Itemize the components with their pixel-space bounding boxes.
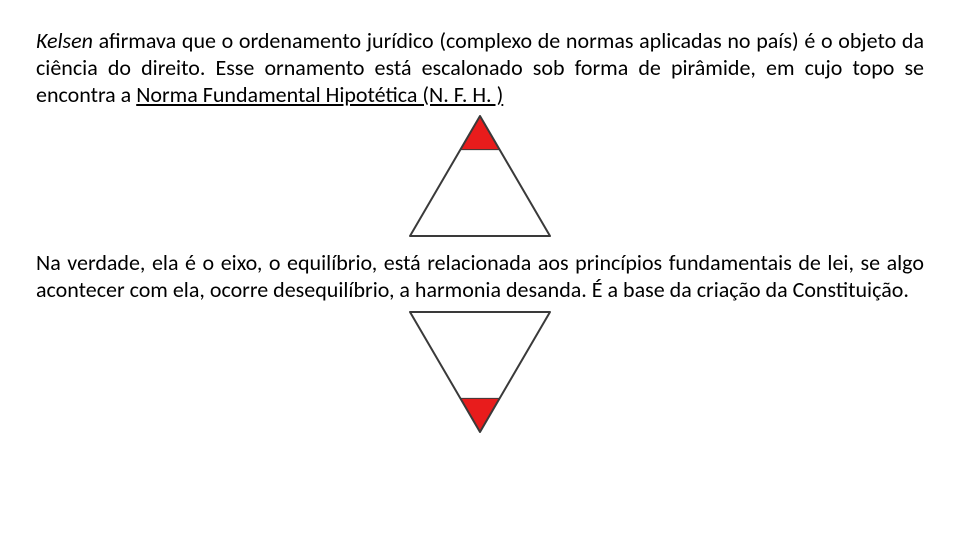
triangle-down-icon [406,308,554,436]
paragraph-2: Na verdade, ela é o eixo, o equilíbrio, … [36,250,924,304]
triangle-down-container [36,308,924,436]
triangle-up-container [36,112,924,240]
paragraph-1: Kelsen afirmava que o ordenamento jurídi… [36,28,924,108]
author-name: Kelsen [36,27,93,54]
triangle-up-icon [406,112,554,240]
para1-underlined: Norma Fundamental Hipotética (N. F. H. ) [136,81,503,108]
slide: Kelsen afirmava que o ordenamento jurídi… [0,0,960,540]
